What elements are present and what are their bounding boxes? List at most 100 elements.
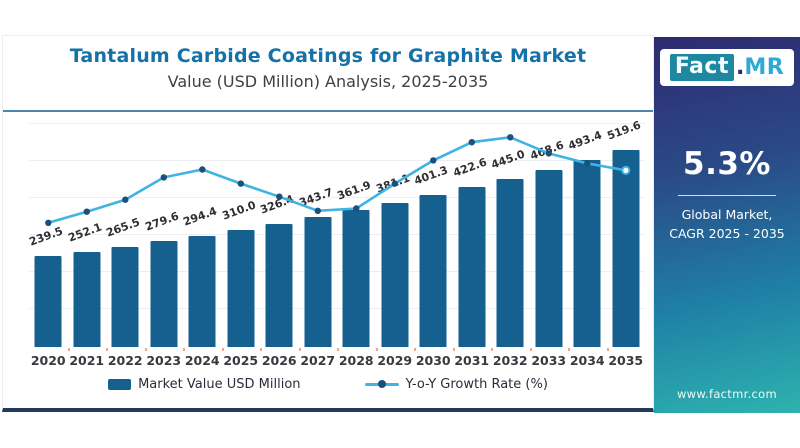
growth-point-2020 xyxy=(45,219,52,226)
bar-slot: 361.9 xyxy=(336,120,376,347)
growth-point-2027 xyxy=(314,207,321,214)
bar-slot: 493.4 xyxy=(567,120,607,347)
bar-2034 xyxy=(573,160,601,347)
chart-card: Tantalum Carbide Coatings for Graphite M… xyxy=(2,35,654,412)
cagr-value: 5.3% xyxy=(683,146,771,182)
year-label-2025: 2025 xyxy=(223,353,259,368)
growth-point-2029 xyxy=(391,180,398,187)
year-label-2034: 2034 xyxy=(569,353,605,368)
axis-tick xyxy=(376,348,378,351)
growth-point-2023 xyxy=(160,174,167,181)
axis-tick xyxy=(414,348,416,351)
bar-slot: 326.4 xyxy=(259,120,299,347)
bar-slot: 310.0 xyxy=(220,120,261,347)
axis-tick xyxy=(145,348,147,351)
year-label-2035: 2035 xyxy=(608,353,644,368)
growth-point-2033 xyxy=(545,150,552,157)
growth-point-2025 xyxy=(237,180,244,187)
bar-slot: 519.6 xyxy=(605,118,646,347)
bar-2035 xyxy=(612,150,640,347)
gridline xyxy=(29,197,645,198)
bar-2021 xyxy=(73,252,101,347)
plot-area: 239.5 252.1 265.5 279.6 294.4 310.0 326.4 343.7… xyxy=(28,118,646,351)
bar-2023 xyxy=(150,241,178,347)
bar-2022 xyxy=(111,247,139,347)
bar-series: 239.5 252.1 265.5 279.6 294.4 310.0 326.4 343.7… xyxy=(28,118,646,347)
caption-line2: CAGR 2025 - 2035 xyxy=(669,225,785,241)
x-axis: 2020 2021 2022 2023 2024 2025 2026 2027 2028 2029… xyxy=(29,353,645,368)
year-label-2028: 2028 xyxy=(338,353,374,368)
axis-tick xyxy=(530,348,532,351)
bar-2032 xyxy=(496,179,524,347)
bar-swatch-icon xyxy=(108,379,132,390)
year-label-2033: 2033 xyxy=(531,353,567,368)
logo-mr-text: MR xyxy=(744,55,785,80)
bar-slot: 468.6 xyxy=(528,120,569,347)
year-label-2020: 2020 xyxy=(30,353,66,368)
growth-point-2032 xyxy=(507,134,514,141)
axis-tick xyxy=(183,348,185,351)
bar-2027 xyxy=(304,217,332,347)
bar-slot: 343.7 xyxy=(297,120,338,347)
growth-point-2022 xyxy=(122,196,129,203)
logo-dot: . xyxy=(735,55,745,80)
year-label-2027: 2027 xyxy=(300,353,336,368)
bar-slot: 445.0 xyxy=(490,120,530,347)
axis-tick xyxy=(568,348,570,351)
website-link[interactable]: www.factmr.com xyxy=(676,387,778,401)
axis-tick xyxy=(299,348,301,351)
line-marker-icon xyxy=(364,379,399,390)
gridline xyxy=(29,271,645,272)
year-label-2023: 2023 xyxy=(146,353,182,368)
year-label-2022: 2022 xyxy=(107,353,143,368)
axis-tick xyxy=(491,348,493,351)
axis-tick xyxy=(337,348,339,351)
factmr-logo: Fact . MR xyxy=(660,49,794,86)
growth-point-2031 xyxy=(468,139,475,146)
year-label-2026: 2026 xyxy=(261,353,297,368)
bar-2029 xyxy=(381,203,409,347)
bar-slot: 265.5 xyxy=(105,120,145,347)
axis-tick xyxy=(453,348,455,351)
year-label-2029: 2029 xyxy=(377,353,413,368)
gridline xyxy=(29,234,645,235)
growth-point-2034 xyxy=(584,160,591,167)
axis-tick xyxy=(607,348,609,351)
brand-panel: Fact . MR 5.3% Global Market, CAGR 2025 … xyxy=(654,37,800,413)
bar-slot: 294.4 xyxy=(182,120,222,347)
bar-2026 xyxy=(265,224,293,347)
bar-2030 xyxy=(419,195,447,347)
axis-tick xyxy=(68,348,70,351)
bar-slot: 381.1 xyxy=(374,120,415,347)
growth-line xyxy=(47,135,627,225)
growth-point-2028 xyxy=(353,205,360,212)
year-label-2024: 2024 xyxy=(184,353,220,368)
legend-line-dot xyxy=(377,380,386,388)
axis-tick xyxy=(260,348,262,351)
chart-subtitle: Value (USD Million) Analysis, 2025-2035 xyxy=(167,72,489,91)
bar-2028 xyxy=(342,210,370,347)
legend-item-market-value: Market Value USD Million xyxy=(108,377,301,392)
bar-2025 xyxy=(227,230,255,347)
bar-slot: 252.1 xyxy=(66,120,107,347)
bar-2033 xyxy=(535,170,563,347)
bar-slot: 239.5 xyxy=(28,120,68,347)
chart-legend: Market Value USD Million Y-o-Y Growth Ra… xyxy=(3,377,653,392)
bar-slot: 401.3 xyxy=(413,120,453,347)
growth-point-2024 xyxy=(199,166,206,173)
gridline xyxy=(29,123,645,124)
gridline xyxy=(29,160,645,161)
bar-2024 xyxy=(188,236,216,347)
header-divider xyxy=(3,110,653,112)
panel-divider xyxy=(678,195,776,196)
bar-slot: 422.6 xyxy=(451,120,492,347)
growth-point-2026 xyxy=(276,193,283,200)
growth-point-2030 xyxy=(430,157,437,164)
year-label-2031: 2031 xyxy=(454,353,490,368)
legend-bar-label: Market Value USD Million xyxy=(138,377,301,392)
growth-point-2021 xyxy=(83,208,90,215)
cagr-caption: Global Market, CAGR 2025 - 2035 xyxy=(654,206,800,244)
gridline xyxy=(29,308,645,309)
caption-line1: Global Market, xyxy=(681,207,773,222)
year-label-2021: 2021 xyxy=(69,353,105,368)
